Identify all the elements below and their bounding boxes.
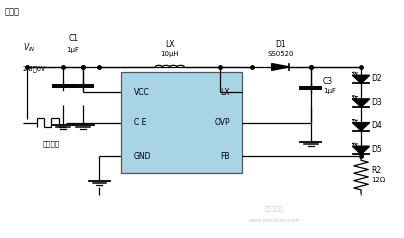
Text: R2: R2 xyxy=(371,166,381,175)
Polygon shape xyxy=(353,123,370,131)
Text: C1: C1 xyxy=(68,34,78,43)
Text: D4: D4 xyxy=(371,121,382,130)
Text: 1μF: 1μF xyxy=(323,88,336,94)
Text: 10μH: 10μH xyxy=(160,51,179,58)
Text: C E: C E xyxy=(134,118,146,127)
Text: LX: LX xyxy=(165,40,175,49)
Text: 电子发烧友: 电子发烧友 xyxy=(265,207,284,212)
Text: FB: FB xyxy=(221,152,230,161)
Text: www.elecfans.com: www.elecfans.com xyxy=(249,218,300,223)
Text: 12Ω: 12Ω xyxy=(371,177,385,183)
Text: GND: GND xyxy=(134,152,151,161)
Text: 1μF: 1μF xyxy=(67,47,80,53)
Text: LX: LX xyxy=(221,88,230,97)
Text: 2.8至6V: 2.8至6V xyxy=(23,66,46,72)
Polygon shape xyxy=(271,64,289,70)
Text: VCC: VCC xyxy=(134,88,149,97)
Text: D3: D3 xyxy=(371,98,382,107)
Text: 所示。: 所示。 xyxy=(5,8,20,17)
Text: SS0520: SS0520 xyxy=(267,51,294,58)
Text: C3: C3 xyxy=(323,77,333,86)
Bar xyxy=(122,72,242,174)
Polygon shape xyxy=(353,146,370,154)
Text: $V_{IN}$: $V_{IN}$ xyxy=(23,41,36,54)
Text: D2: D2 xyxy=(371,74,382,83)
Text: D5: D5 xyxy=(371,145,382,154)
Text: D1: D1 xyxy=(275,40,286,49)
Text: OVP: OVP xyxy=(215,118,230,127)
Polygon shape xyxy=(353,75,370,83)
Text: 调光控制: 调光控制 xyxy=(43,140,60,147)
Polygon shape xyxy=(353,99,370,107)
